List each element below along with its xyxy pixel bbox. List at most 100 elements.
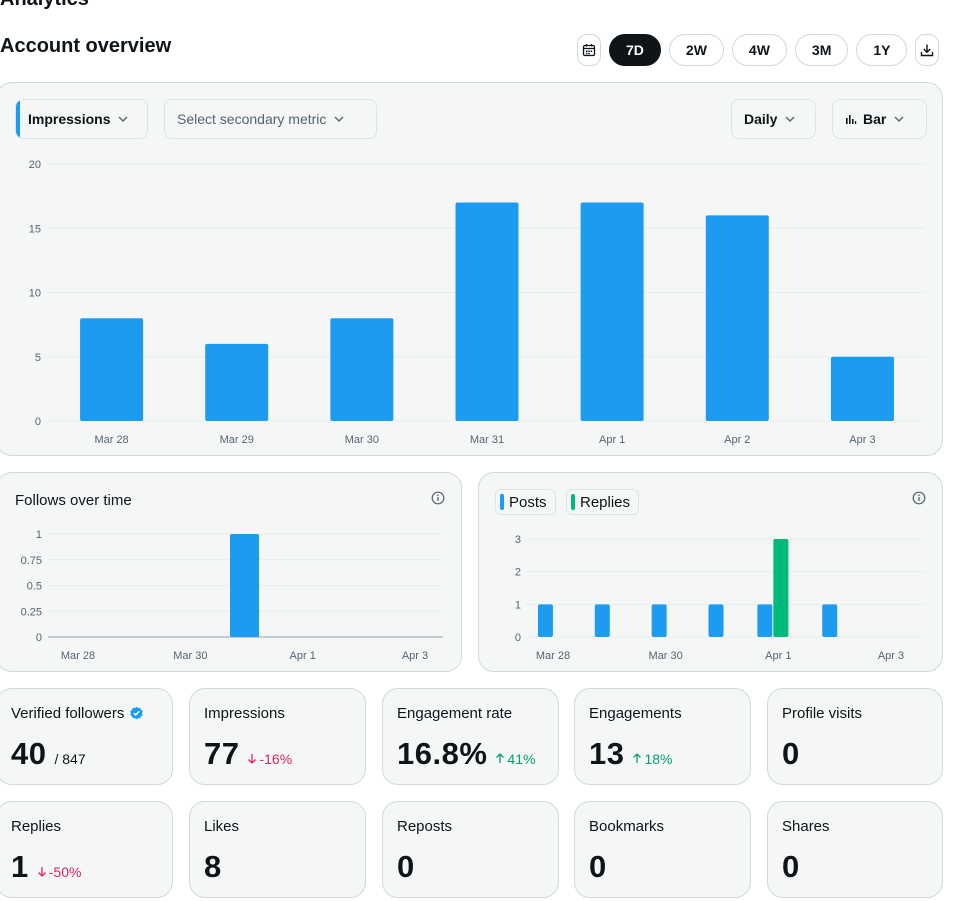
stat-value: 16.8% (397, 736, 488, 771)
interval-dropdown[interactable]: Daily (731, 99, 816, 139)
page-title: Account overview (0, 35, 172, 57)
stat-card-engagements[interactable]: Engagements 13 18% (574, 688, 751, 785)
info-icon[interactable] (912, 491, 926, 505)
range-1y-button[interactable]: 1Y (856, 34, 908, 66)
bar-value-mar-31 (230, 534, 259, 637)
date-range-bar: 7D 2W 4W 3M 1Y (577, 34, 940, 66)
x-tick-label: Apr 3 (849, 434, 875, 446)
bar-posts-mar-30 (651, 604, 667, 637)
stat-delta-value: 41% (507, 751, 536, 767)
bar-posts-apr-1 (757, 604, 773, 637)
stat-label: Reposts (397, 818, 453, 835)
interval-label: Daily (744, 111, 778, 127)
stat-value-row: 13 18% (589, 736, 673, 772)
bar-value-mar-31 (455, 202, 519, 421)
x-tick-label: Mar 28 (61, 650, 95, 662)
stat-delta-value: -16% (259, 751, 293, 767)
download-button[interactable] (915, 34, 940, 66)
chart-type-label: Bar (863, 111, 887, 127)
stat-label: Likes (204, 818, 240, 835)
download-icon (921, 44, 934, 57)
x-tick-label: Mar 30 (173, 650, 207, 662)
y-tick-label: 0.5 (27, 581, 42, 593)
y-tick-label: 1 (515, 599, 521, 611)
primary-metric-dropdown[interactable]: Impressions (15, 99, 148, 139)
stat-card-profile-visits[interactable]: Profile visits 0 (767, 688, 943, 785)
follows-chart-title: Follows over time (15, 492, 132, 509)
stat-card-engagement-rate[interactable]: Engagement rate 16.8% 41% (382, 688, 559, 785)
calendar-button[interactable] (577, 34, 601, 66)
secondary-metric-label: Select secondary metric (177, 111, 327, 127)
range-3m-button[interactable]: 3M (794, 34, 849, 66)
legend-replies-label: Replies (580, 493, 631, 511)
stat-value: 0 (397, 849, 415, 884)
y-tick-label: 10 (29, 288, 41, 300)
stat-card-impressions[interactable]: Impressions 77 -16% (189, 688, 366, 785)
x-tick-label: Apr 1 (290, 650, 316, 662)
stat-card-likes[interactable]: Likes 8 (189, 801, 366, 898)
y-tick-label: 0 (36, 632, 42, 644)
chevron-down-icon (334, 116, 344, 122)
bar-posts-mar-29 (594, 604, 610, 637)
stat-label: Engagement rate (397, 705, 513, 722)
y-tick-label: 0.25 (21, 606, 42, 618)
stat-delta: -16% (247, 751, 292, 767)
calendar-icon (582, 44, 596, 57)
stat-value: 13 (589, 736, 625, 771)
stat-value: 1 (11, 849, 29, 884)
range-4w-button[interactable]: 4W (731, 34, 787, 66)
impressions-chart-card: Impressions Select secondary metric Dail… (0, 82, 943, 456)
x-tick-label: Apr 1 (599, 434, 625, 446)
stat-label: Profile visits (782, 705, 863, 722)
stat-card-shares[interactable]: Shares 0 (767, 801, 943, 898)
bar-posts-apr-2 (822, 604, 838, 637)
bar-value-apr-3 (830, 356, 894, 421)
y-tick-label: 0 (515, 632, 521, 644)
stat-value: 77 (204, 736, 240, 771)
x-tick-label: Apr 1 (765, 650, 791, 662)
page-heading: Analytics (0, 0, 89, 11)
chart-type-dropdown[interactable]: Bar (832, 99, 927, 139)
stat-value-row: 40 / 847 (11, 736, 86, 772)
stat-label: Engagements (589, 705, 682, 722)
bar-value-apr-1 (580, 202, 644, 421)
bar-value-apr-2 (705, 215, 769, 421)
stat-delta: -50% (37, 864, 81, 880)
stat-delta-value: 18% (644, 751, 673, 767)
stat-card-replies[interactable]: Replies 1 -50% (0, 801, 173, 898)
range-7d-button[interactable]: 7D (609, 34, 661, 66)
stat-value-row: 0 (397, 849, 415, 885)
posts-replies-bar-chart: 0 1 2 3 Mar 28 Mar 30 Apr 1 Apr 3 (515, 534, 925, 662)
impressions-bar-chart: 0 5 10 15 20 Mar 28 Mar 29 Mar 30 Mar 31 Apr 1 Apr… (29, 159, 925, 446)
legend-replies[interactable]: Replies (566, 489, 640, 515)
stat-value: 0 (782, 849, 800, 884)
stat-card-bookmarks[interactable]: Bookmarks 0 (574, 801, 751, 898)
stat-label: Impressions (204, 705, 285, 722)
stat-value-row: 0 (782, 849, 800, 885)
primary-metric-label: Impressions (28, 111, 111, 127)
y-tick-label: 5 (35, 352, 41, 364)
info-icon[interactable] (431, 491, 445, 505)
stat-delta: 41% (495, 751, 535, 767)
stat-card-reposts[interactable]: Reposts 0 (382, 801, 559, 898)
stat-value: 40 (11, 736, 47, 771)
y-tick-label: 1 (36, 529, 42, 541)
bar-posts-mar-28 (537, 604, 553, 637)
follows-bar-chart: 0 0.25 0.5 0.75 1 Mar 28 Mar 30 Apr 1 Apr 3 (21, 529, 443, 662)
x-tick-label: Apr 3 (878, 650, 904, 662)
stat-card-verified-followers[interactable]: Verified followers 40 / 847 (0, 688, 173, 785)
legend-posts[interactable]: Posts (495, 489, 556, 515)
y-tick-label: 20 (29, 159, 41, 171)
secondary-metric-dropdown[interactable]: Select secondary metric (164, 99, 377, 139)
arrow-down-icon (248, 754, 257, 764)
stat-total: / 847 (54, 751, 86, 767)
stat-label: Replies (11, 818, 62, 835)
x-tick-label: Mar 31 (470, 434, 504, 446)
follows-chart-card: Follows over time 0 0.25 0.5 0.75 1 Mar 28 Mar… (0, 472, 462, 672)
stat-value: 8 (204, 849, 222, 884)
stat-value-row: 16.8% 41% (397, 736, 535, 772)
legend-posts-label: Posts (509, 493, 547, 511)
arrow-down-icon (37, 867, 46, 877)
range-2w-button[interactable]: 2W (668, 34, 724, 66)
y-tick-label: 3 (515, 534, 521, 546)
